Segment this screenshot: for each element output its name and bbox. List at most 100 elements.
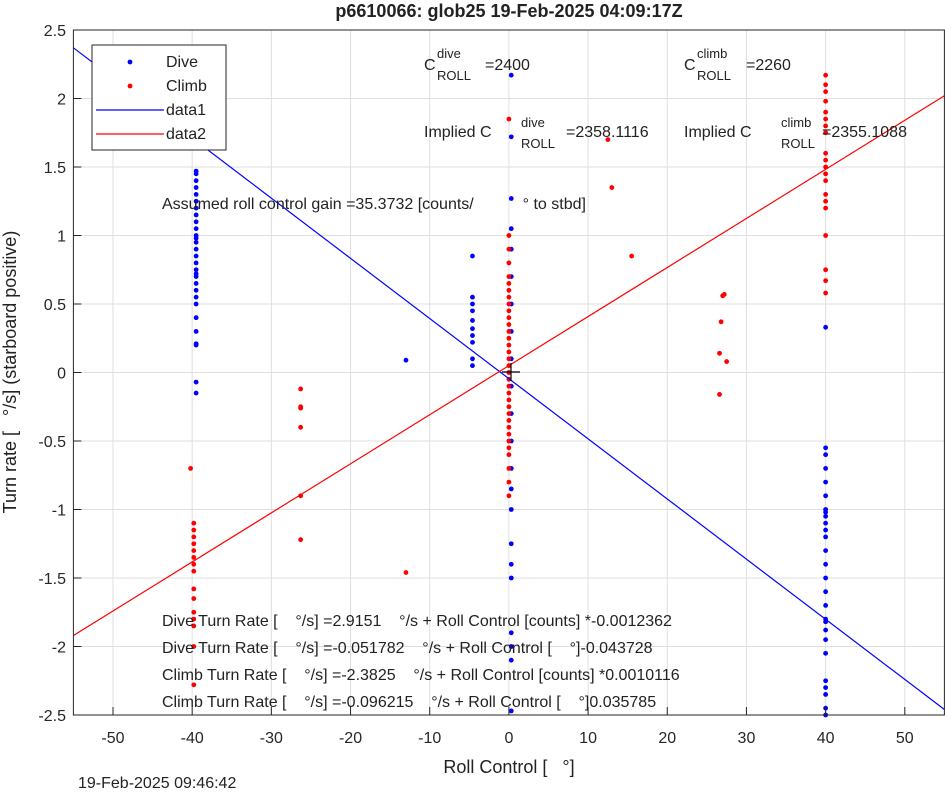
point <box>470 339 475 345</box>
point <box>506 287 512 293</box>
point <box>823 278 829 284</box>
point <box>720 293 726 299</box>
point <box>298 405 304 411</box>
point <box>823 452 829 458</box>
point <box>193 287 199 293</box>
y-tick-label: 1 <box>57 229 66 246</box>
legend-label: Dive <box>166 54 198 71</box>
point <box>506 466 512 471</box>
point <box>191 555 197 560</box>
point <box>403 570 409 575</box>
legend-marker <box>127 59 133 65</box>
point <box>724 359 730 364</box>
fit-text: Climb Turn Rate [ °/s] =-0.096215 °/s + … <box>162 694 656 711</box>
point <box>403 357 409 363</box>
y-tick-label: -2.5 <box>38 708 66 725</box>
point <box>193 185 199 190</box>
point <box>823 637 829 643</box>
legend: Dive Climb data1 data2 <box>91 44 227 151</box>
point <box>823 479 829 485</box>
point <box>508 72 514 78</box>
x-tick-label: 40 <box>817 730 835 747</box>
point <box>506 404 512 410</box>
point <box>191 586 197 592</box>
point <box>508 134 514 140</box>
chart-title: p6610066: glob25 19-Feb-2025 04:09:17Z <box>335 1 682 21</box>
c-rest: =2355.1088 <box>822 124 907 141</box>
y-tick-label: -1 <box>52 503 66 520</box>
point <box>191 644 197 649</box>
legend-label: data2 <box>166 126 206 143</box>
c-base: Implied C <box>684 124 752 141</box>
point <box>823 445 829 451</box>
point <box>193 342 199 348</box>
point <box>605 137 611 143</box>
point <box>508 708 514 714</box>
point <box>823 678 829 684</box>
point <box>298 537 304 543</box>
point <box>506 274 512 279</box>
plot-data <box>73 47 945 718</box>
c-sup: climb <box>781 115 811 130</box>
point <box>193 219 199 225</box>
point <box>193 239 199 245</box>
point <box>823 509 829 515</box>
point <box>823 520 829 526</box>
point <box>193 260 199 266</box>
c-sub: ROLL <box>697 68 731 83</box>
point <box>506 438 512 444</box>
point <box>191 520 197 526</box>
y-tick-label: 2 <box>57 92 66 109</box>
point <box>191 596 197 601</box>
point <box>823 290 829 296</box>
point <box>823 157 829 163</box>
point <box>506 294 512 300</box>
x-tick-label: 50 <box>896 730 914 747</box>
point <box>191 527 197 533</box>
point <box>823 603 829 608</box>
point <box>506 233 512 238</box>
point <box>718 319 724 325</box>
point <box>191 623 197 629</box>
y-tick-label: 2.5 <box>44 23 66 40</box>
point <box>823 192 829 197</box>
point <box>298 424 304 430</box>
point <box>193 198 199 204</box>
point <box>193 294 199 300</box>
point <box>506 356 512 362</box>
footer: 19-Feb-2025 09:46:42 <box>78 775 236 792</box>
point <box>823 589 829 595</box>
point <box>191 548 197 553</box>
point <box>823 150 829 156</box>
point <box>506 418 512 423</box>
point <box>506 342 512 348</box>
point <box>506 329 512 334</box>
x-tick-label: 20 <box>658 730 676 747</box>
point <box>823 89 829 95</box>
point <box>823 692 829 697</box>
point <box>193 253 199 259</box>
y-tick-label: -1.5 <box>38 571 66 588</box>
y-tick-label: -2 <box>52 640 66 657</box>
x-tick-label: -40 <box>181 730 204 747</box>
point <box>508 226 514 232</box>
point <box>508 541 514 547</box>
c-rest: =2260 <box>746 57 791 74</box>
point <box>191 561 197 567</box>
point <box>191 534 197 540</box>
point <box>193 281 199 286</box>
y-tick-label: -0.5 <box>38 434 66 451</box>
point <box>823 575 829 581</box>
point <box>508 575 514 581</box>
point <box>193 212 199 218</box>
point <box>823 527 829 533</box>
x-tick-label: 0 <box>504 730 513 747</box>
point <box>193 390 199 396</box>
c-sup: climb <box>697 46 727 61</box>
point <box>298 386 304 392</box>
point <box>506 479 512 485</box>
point <box>191 541 197 547</box>
point <box>470 333 475 338</box>
point <box>193 301 199 307</box>
point <box>193 226 199 232</box>
